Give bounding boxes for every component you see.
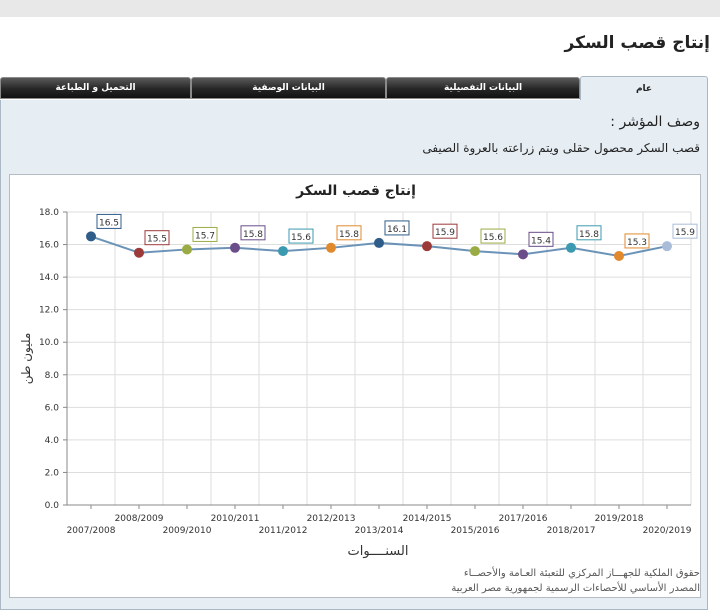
data-label: 15.7: [195, 231, 215, 241]
data-label-box: [96, 213, 122, 229]
top-bar: [0, 0, 720, 17]
tab-detailed-data[interactable]: البيانات التفصيلية: [386, 77, 580, 99]
data-point: [662, 241, 672, 252]
x-tick-label: 2007/2008: [67, 526, 116, 536]
data-label: 15.6: [483, 233, 503, 243]
x-tick-label: 2019/2018: [595, 514, 644, 524]
x-tick-label: 2018/2017: [547, 526, 596, 536]
data-label-box: [336, 225, 362, 241]
data-label-box: [240, 225, 266, 241]
data-label: 16.1: [387, 225, 407, 235]
x-tick-label: 2015/2016: [451, 526, 500, 536]
data-label-box: [192, 226, 218, 242]
data-label: 15.5: [147, 235, 167, 245]
data-point: [278, 246, 288, 257]
x-tick-label: 2020/2019: [643, 526, 692, 536]
indicator-heading: وصف المؤشر :: [610, 114, 700, 130]
y-tick-label: 10.0: [39, 338, 59, 348]
y-tick-label: 14.0: [39, 273, 59, 283]
y-axis-title: مليون طن: [19, 333, 34, 385]
chart-container: إنتاج قصب السكر 0.0 2.0 4.0 6.0 8.0 10.0 12.0 14…: [9, 174, 701, 598]
data-point: [518, 249, 528, 260]
data-point: [470, 246, 480, 257]
tab-bar: عام البيانات التفصيلية البيانات الوصفية …: [0, 76, 708, 100]
y-tick-label: 2.0: [45, 468, 60, 478]
x-tick-label: 2014/2015: [403, 514, 452, 524]
x-tick-label: 2009/2010: [163, 526, 212, 536]
data-label-box: [288, 228, 314, 244]
data-label-box: [672, 223, 698, 239]
tab-download-print[interactable]: التحميل و الطباعة: [0, 77, 191, 99]
x-tick-label: 2017/2016: [499, 514, 548, 524]
data-label-box: [576, 225, 602, 241]
y-tick-label: 12.0: [39, 306, 59, 316]
data-label: 15.9: [675, 228, 695, 238]
y-tick-label: 8.0: [45, 371, 60, 381]
data-label: 15.9: [435, 228, 455, 238]
tab-descriptive-data[interactable]: البيانات الوصفية: [191, 77, 386, 99]
x-tick-label: 2011/2012: [259, 526, 308, 536]
data-point: [230, 242, 240, 253]
tab-general[interactable]: عام: [580, 76, 708, 100]
page-title: إنتاج قصب السكر: [564, 33, 710, 53]
x-tick-label: 2013/2014: [355, 526, 404, 536]
data-point: [566, 242, 576, 253]
data-label: 15.3: [627, 238, 647, 248]
data-point: [374, 237, 384, 248]
data-label-box: [144, 230, 170, 246]
data-label-box: [624, 233, 650, 249]
x-axis-title: السنــــوات: [348, 544, 409, 559]
data-label-box: [480, 228, 506, 244]
line-chart: إنتاج قصب السكر 0.0 2.0 4.0 6.0 8.0 10.0 12.0 14…: [19, 183, 698, 559]
data-label: 15.8: [339, 230, 359, 240]
y-tick-label: 4.0: [45, 436, 60, 446]
data-point: [614, 250, 624, 261]
data-label-box: [384, 220, 410, 236]
source-note: المصدر الأساسي للأحصاءات الرسمية لجمهوري…: [451, 583, 700, 594]
x-tick-label: 2010/2011: [211, 514, 260, 524]
x-tick-label: 2012/2013: [307, 514, 356, 524]
data-point: [422, 241, 432, 252]
data-label-box: [432, 223, 458, 239]
data-label-box: [528, 231, 554, 247]
y-tick-label: 6.0: [45, 403, 60, 413]
y-tick-label: 18.0: [39, 208, 59, 218]
data-label: 15.8: [579, 230, 599, 240]
data-label: 16.5: [99, 218, 119, 228]
data-label: 15.6: [291, 233, 311, 243]
data-point: [86, 231, 96, 242]
x-tick-label: 2008/2009: [115, 514, 164, 524]
indicator-description: قصب السكر محصول حقلى ويتم زراعته بالعروة…: [422, 141, 700, 155]
data-point: [182, 244, 192, 255]
chart-title: إنتاج قصب السكر: [295, 183, 416, 199]
y-tick-label: 16.0: [39, 241, 59, 251]
data-label: 15.4: [531, 236, 551, 246]
copyright-note: حقوق الملكية للجهـــاز المركزي للتعبئة ا…: [463, 568, 700, 579]
y-tick-label: 0.0: [45, 501, 60, 511]
data-point: [134, 247, 144, 258]
data-label: 15.8: [243, 230, 263, 240]
data-point: [326, 242, 336, 253]
